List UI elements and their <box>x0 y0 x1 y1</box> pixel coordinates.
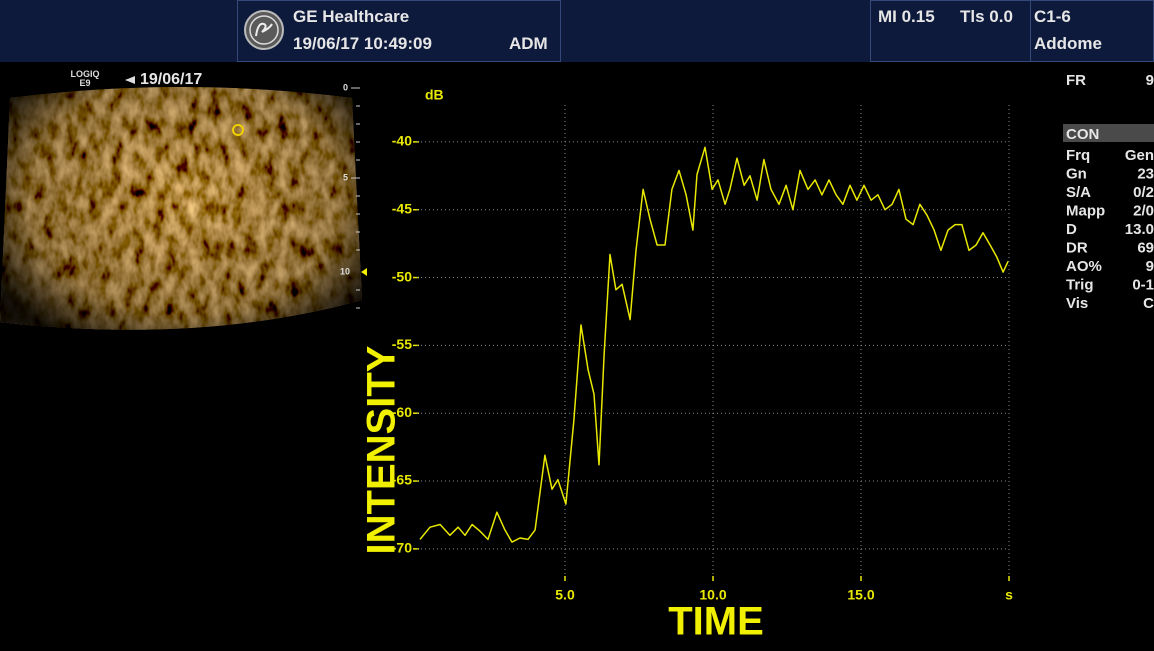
param-label: Vis <box>1066 295 1088 312</box>
header-bar: GE Healthcare 19/06/17 10:49:09 ADM MI 0… <box>0 0 1154 62</box>
x-tick-label: 5.0 <box>555 587 575 603</box>
brand: GE Healthcare <box>293 7 409 26</box>
ultrasound-image: LOGIQ E9 19/06/17 0 5 10 <box>0 69 370 350</box>
operator: ADM <box>509 34 548 53</box>
param-value: 23 <box>1137 166 1154 183</box>
datetime: 19/06/17 10:49:09 <box>293 34 432 53</box>
depth-label: 5 <box>343 172 348 182</box>
fr-value: 9 <box>1146 72 1154 89</box>
x-tick-label: 10.0 <box>699 587 726 603</box>
depth-label: 0 <box>343 82 348 92</box>
param-label: Gn <box>1066 166 1087 183</box>
param-value: 2/0 <box>1133 203 1154 220</box>
y-tick-label: -45 <box>392 200 412 216</box>
param-label: Trig <box>1066 277 1094 294</box>
y-axis-label: INTENSITY <box>360 345 404 554</box>
x-tick-label: 15.0 <box>847 587 874 603</box>
image-date: 19/06/17 <box>140 71 202 88</box>
param-value: Gen <box>1125 147 1154 164</box>
y-unit: dB <box>425 87 444 103</box>
y-tick-label: -60 <box>392 404 412 420</box>
x-axis-label: TIME <box>668 600 764 644</box>
tis: Tls 0.0 <box>960 7 1013 26</box>
y-tick-label: -40 <box>392 133 412 149</box>
model: E9 <box>79 78 90 88</box>
param-value: 0/2 <box>1133 184 1154 201</box>
y-tick-label: -70 <box>392 540 412 556</box>
param-label: AO% <box>1066 258 1102 275</box>
param-value: 13.0 <box>1125 221 1154 238</box>
param-label: S/A <box>1066 184 1091 201</box>
x-tick-label: s <box>1005 587 1013 603</box>
param-label: D <box>1066 221 1077 238</box>
param-label: DR <box>1066 240 1088 257</box>
y-tick-label: -50 <box>392 268 412 284</box>
param-value: 0-1 <box>1132 277 1154 294</box>
ultrasound-screen: GE Healthcare 19/06/17 10:49:09 ADM MI 0… <box>0 0 1154 651</box>
depth-label: 10 <box>340 266 350 276</box>
param-value: 9 <box>1146 258 1154 275</box>
section-title: CON <box>1066 126 1099 143</box>
param-label: Frq <box>1066 147 1090 164</box>
probe: C1-6 <box>1034 7 1071 26</box>
param-label: Mapp <box>1066 203 1105 220</box>
ge-logo <box>245 11 283 49</box>
param-value: C <box>1143 295 1154 312</box>
mi: MI 0.15 <box>878 7 935 26</box>
fr-label: FR <box>1066 72 1086 89</box>
preset: Addome <box>1034 34 1102 53</box>
y-tick-label: -55 <box>392 336 412 352</box>
y-tick-label: -65 <box>392 472 412 488</box>
param-value: 69 <box>1137 240 1154 257</box>
